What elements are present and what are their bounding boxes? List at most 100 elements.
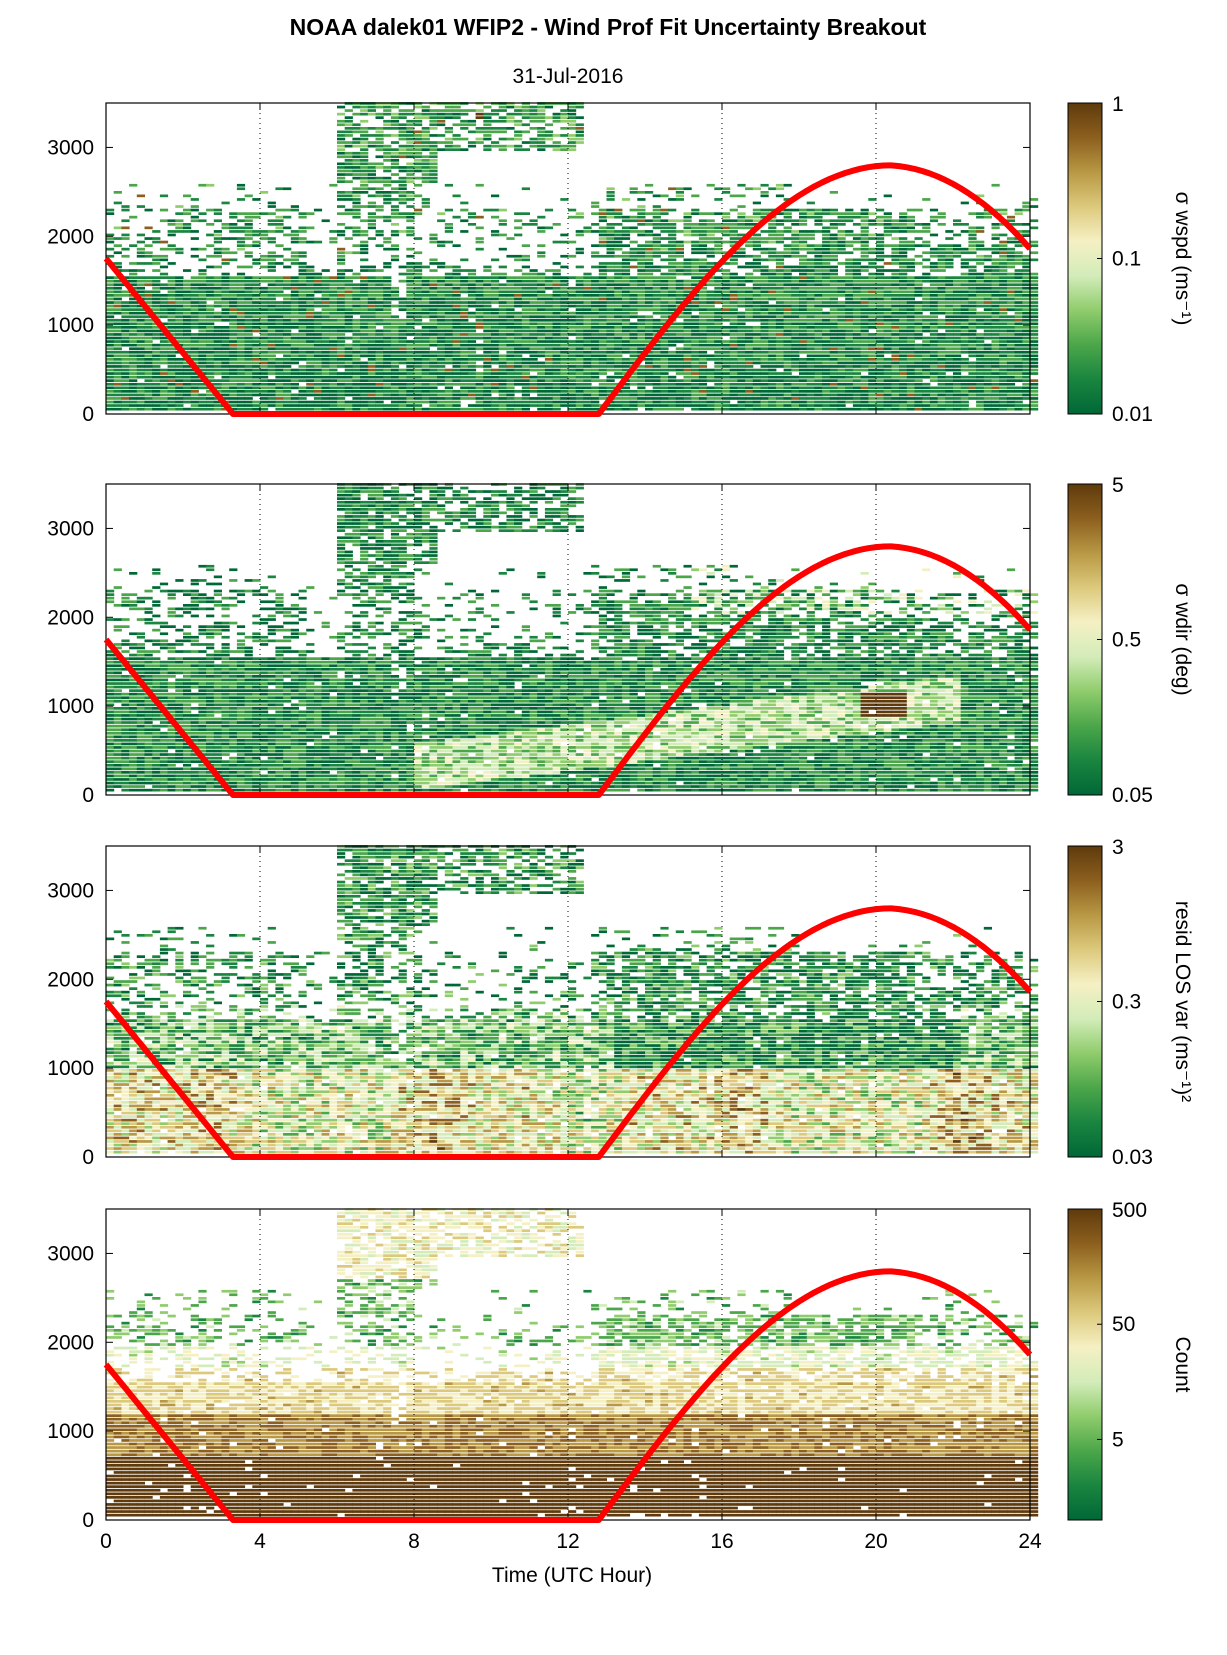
heatmap-cell — [637, 247, 646, 251]
heatmap-cell — [606, 326, 615, 329]
heatmap-cell — [206, 404, 215, 407]
heatmap-cell — [190, 372, 199, 375]
heatmap-cell — [775, 283, 785, 287]
heatmap-cell — [429, 116, 438, 119]
heatmap-cell — [637, 318, 646, 322]
heatmap-cell — [429, 386, 438, 390]
heatmap-cell — [283, 311, 292, 315]
heatmap-cell — [745, 365, 754, 368]
heatmap-cell — [367, 205, 376, 208]
heatmap-cell — [344, 304, 353, 308]
heatmap-cell — [614, 350, 623, 354]
heatmap-cell — [706, 315, 715, 319]
heatmap-cell — [629, 397, 638, 400]
heatmap-cell — [552, 279, 561, 283]
heatmap-cell — [352, 407, 361, 411]
heatmap-cell — [406, 134, 415, 137]
heatmap-cell — [814, 254, 823, 258]
heatmap-cell — [460, 112, 469, 116]
heatmap-cell — [852, 375, 862, 379]
heatmap-cell — [229, 286, 238, 290]
heatmap-cell — [175, 251, 184, 255]
heatmap-cell — [398, 187, 407, 191]
heatmap-cell — [514, 258, 523, 262]
heatmap-cell — [852, 397, 862, 400]
heatmap-cell — [783, 244, 792, 247]
heatmap-cell — [660, 340, 669, 343]
heatmap-cell — [745, 375, 754, 379]
heatmap-cell — [375, 404, 384, 407]
heatmap-cell — [637, 379, 646, 382]
heatmap-cell — [229, 279, 238, 283]
heatmap-cell — [190, 333, 199, 336]
heatmap-cell — [406, 180, 415, 183]
heatmap-cell — [198, 333, 207, 336]
heatmap-cell — [421, 116, 430, 119]
heatmap-cell — [621, 333, 631, 336]
heatmap-cell — [367, 176, 376, 180]
heatmap-cell — [313, 393, 323, 397]
heatmap-cell — [706, 301, 715, 304]
heatmap-cell — [321, 407, 330, 411]
heatmap-cell — [722, 301, 731, 304]
heatmap-cell — [113, 262, 122, 265]
heatmap-cell — [822, 297, 831, 301]
heatmap-cell — [406, 233, 415, 237]
heatmap-cell — [799, 336, 808, 340]
heatmap-cell — [537, 404, 546, 407]
heatmap-cell — [537, 279, 546, 283]
heatmap-cell — [467, 286, 477, 290]
heatmap-cell — [514, 212, 523, 215]
heatmap-cell — [360, 361, 369, 365]
heatmap-cell — [668, 230, 677, 233]
heatmap-cell — [437, 400, 446, 404]
heatmap-cell — [129, 368, 138, 372]
heatmap-cell — [344, 393, 353, 397]
heatmap-cell — [390, 294, 400, 297]
heatmap-cell — [113, 311, 122, 315]
heatmap-cell — [729, 354, 738, 358]
heatmap-cell — [575, 286, 584, 290]
heatmap-cell — [722, 318, 731, 322]
heatmap-cell — [337, 404, 346, 407]
heatmap-cell — [506, 254, 515, 258]
heatmap-cell — [529, 272, 538, 276]
heatmap-cell — [475, 308, 484, 311]
heatmap-cell — [113, 333, 122, 336]
heatmap-cell — [360, 350, 369, 354]
heatmap-cell — [783, 279, 792, 283]
heatmap-cell — [429, 119, 438, 123]
heatmap-cell — [652, 265, 661, 269]
heatmap-cell — [483, 269, 492, 272]
heatmap-cell — [775, 329, 785, 333]
heatmap-cell — [814, 279, 823, 283]
heatmap-cell — [560, 283, 569, 287]
heatmap-cell — [175, 308, 184, 311]
heatmap-cell — [421, 397, 430, 400]
heatmap-cell — [560, 404, 569, 407]
heatmap-cell — [645, 393, 654, 397]
heatmap-cell — [367, 169, 376, 173]
heatmap-cell — [814, 215, 823, 219]
heatmap-cell — [136, 333, 145, 336]
heatmap-cell — [529, 368, 538, 372]
heatmap-cell — [236, 247, 246, 251]
heatmap-cell — [344, 390, 353, 393]
heatmap-cell — [414, 361, 423, 365]
heatmap-cell — [706, 329, 715, 333]
heatmap-cell — [606, 354, 615, 358]
heatmap-cell — [829, 350, 838, 354]
heatmap-cell — [775, 404, 785, 407]
heatmap-cell — [183, 279, 192, 283]
heatmap-cell — [760, 318, 769, 322]
heatmap-cell — [290, 301, 299, 304]
heatmap-cell — [390, 347, 400, 351]
heatmap-cell — [252, 315, 261, 319]
heatmap-cell — [637, 365, 646, 368]
heatmap-cell — [244, 322, 253, 326]
heatmap-cell — [783, 379, 792, 382]
heatmap-cell — [537, 251, 546, 255]
heatmap-cell — [691, 336, 700, 340]
heatmap-cell — [190, 247, 199, 251]
heatmap-cell — [660, 365, 669, 368]
